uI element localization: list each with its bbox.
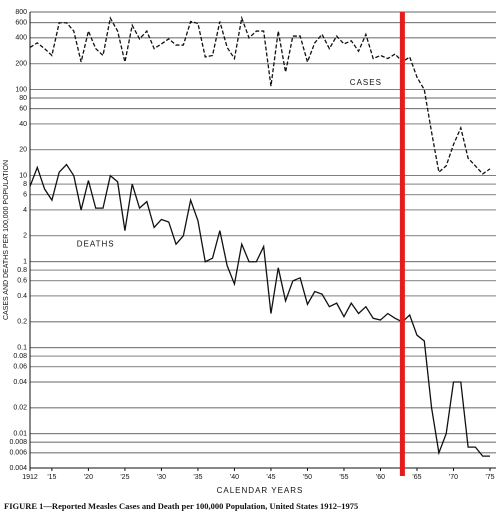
y-tick-label: 200 (15, 61, 27, 68)
x-tick-label: '45 (266, 474, 275, 481)
series-label: CASES (350, 78, 382, 87)
x-tick-label: '50 (303, 474, 312, 481)
y-axis-label: CASES AND DEATHS PER 100,000 POPULATION (3, 160, 10, 320)
x-axis-label: CALENDAR YEARS (217, 486, 304, 495)
y-tick-label: 0.008 (9, 439, 27, 446)
y-tick-label: 0.4 (17, 293, 27, 300)
y-tick-label: 6 (23, 192, 27, 199)
y-tick-label: 0.004 (9, 465, 27, 472)
x-tick-label: '40 (230, 474, 239, 481)
series-line (29, 163, 490, 457)
y-tick-label: 0.6 (17, 278, 27, 285)
y-tick-label: 0.8 (17, 267, 27, 274)
y-tick-label: 0.06 (13, 364, 27, 371)
series-label: DEATHS (77, 239, 115, 248)
y-tick-label: 0.04 (13, 379, 27, 386)
y-tick-label: 2 (23, 233, 27, 240)
x-tick-label: '25 (120, 474, 129, 481)
y-tick-label: 0.01 (13, 431, 27, 438)
y-tick-label: 400 (15, 35, 27, 42)
x-tick-label: '65 (412, 474, 421, 481)
x-tick-label: '20 (84, 474, 93, 481)
y-tick-label: 0.2 (17, 319, 27, 326)
y-tick-label: 4 (23, 207, 27, 214)
y-tick-label: 100 (15, 87, 27, 94)
x-tick-label: '55 (339, 474, 348, 481)
y-tick-label: 20 (19, 147, 27, 154)
y-tick-label: 80 (19, 95, 27, 102)
x-tick-label: '15 (47, 474, 56, 481)
y-tick-label: 10 (19, 173, 27, 180)
y-tick-label: 0.08 (13, 353, 27, 360)
x-tick-label: 1912 (22, 474, 38, 481)
y-tick-label: 60 (19, 106, 27, 113)
x-tick-label: '30 (157, 474, 166, 481)
y-tick-label: 0.1 (17, 345, 27, 352)
y-tick-label: 0.006 (9, 450, 27, 457)
y-tick-label: 8 (23, 181, 27, 188)
x-tick-label: '35 (193, 474, 202, 481)
y-tick-label: 0.02 (13, 405, 27, 412)
x-tick-label: '75 (485, 474, 494, 481)
y-tick-label: 600 (15, 20, 27, 27)
series-line (29, 15, 491, 175)
x-tick-label: '60 (376, 474, 385, 481)
caption: FIGURE 1—Reported Measles Cases and Deat… (4, 501, 358, 511)
y-tick-label: 1 (23, 259, 27, 266)
y-tick-label: 800 (15, 9, 27, 16)
y-tick-label: 40 (19, 121, 27, 128)
x-tick-label: '70 (449, 474, 458, 481)
